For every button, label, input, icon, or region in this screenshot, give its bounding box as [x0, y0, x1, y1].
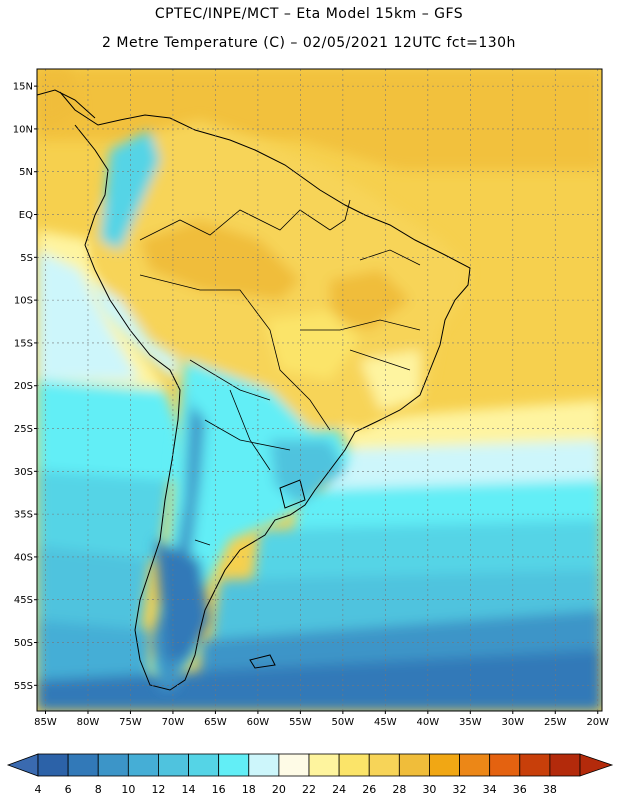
- colorbar-swatch: [519, 753, 551, 777]
- lon-tick-label: 40W: [417, 717, 440, 728]
- colorbar-under-arrow: [6, 753, 39, 777]
- pacific-cyan-band: [37, 380, 190, 480]
- northern-warm-band: [37, 69, 602, 170]
- colorbar-label: 16: [212, 783, 226, 796]
- lon-tick-label: 85W: [34, 717, 57, 728]
- map-frame: [36, 68, 603, 712]
- northern-andes-cool: [100, 130, 160, 250]
- lat-tick-label: 10N: [13, 124, 33, 135]
- colorbar-swatch: [338, 753, 370, 777]
- colorbar: 4 6 8 10 12 14 16 18 20 22 24 26 28 30 32 34 36 38: [6, 753, 614, 796]
- longitude-labels: 85W 80W 75W 70W 65W 60W 55W 50W 45W 40W 35W 30W 25W 2…: [34, 711, 609, 728]
- colorbar-label: 4: [35, 783, 42, 796]
- pacific-cool-band: [37, 250, 140, 380]
- uruguay-cool: [270, 440, 345, 505]
- colorbar-label: 18: [242, 783, 256, 796]
- lat-tick-label: 50S: [14, 638, 33, 649]
- colorbar-swatch: [158, 753, 189, 777]
- country-borders: [139, 199, 421, 546]
- lat-tick-label: 15S: [14, 338, 33, 349]
- colorbar-label: 38: [543, 783, 557, 796]
- lat-lon-grid: [37, 69, 602, 711]
- colorbar-label: 8: [95, 783, 102, 796]
- lake-outline: [279, 479, 306, 509]
- lat-tick-label: 45S: [14, 595, 33, 606]
- chart-subtitle: 2 Metre Temperature (C) – 02/05/2021 12U…: [102, 35, 516, 51]
- lon-tick-label: 75W: [119, 717, 142, 728]
- colorbar-swatch: [489, 753, 521, 777]
- amazon-hot: [140, 220, 300, 300]
- lon-tick-label: 20W: [586, 717, 609, 728]
- northeast-hot: [330, 270, 410, 330]
- lat-tick-label: EQ: [19, 210, 33, 221]
- colorbar-label: 24: [332, 783, 346, 796]
- colorbar-swatch: [188, 753, 220, 777]
- pacific-blue-band: [37, 545, 150, 640]
- lat-tick-label: 15N: [13, 82, 33, 93]
- colorbar-swatch: [368, 753, 400, 777]
- colorbar-swatch: [37, 753, 69, 777]
- continent-coastline: [59, 91, 471, 691]
- colorbar-swatch: [459, 753, 491, 777]
- lon-tick-label: 30W: [501, 717, 524, 728]
- lon-tick-label: 70W: [162, 717, 185, 728]
- colorbar-swatch: [218, 753, 250, 777]
- lat-tick-label: 10S: [14, 296, 33, 307]
- colorbar-swatch: [308, 753, 340, 777]
- lon-tick-label: 80W: [77, 717, 100, 728]
- peru-andes-pale: [90, 280, 180, 380]
- southern-deep-band: [37, 650, 602, 711]
- colorbar-over-arrow: [579, 753, 614, 777]
- lat-tick-label: 30S: [14, 467, 33, 478]
- falklands-outline: [249, 654, 276, 669]
- lon-tick-label: 55W: [289, 717, 312, 728]
- colorbar-label: 26: [362, 783, 376, 796]
- colorbar-swatch: [248, 753, 280, 777]
- lon-tick-label: 65W: [204, 717, 227, 728]
- temperature-map: 15N 10N 5N EQ 5S 10S 15S 20S 25S 30S 35S 40S 45S 50S 5…: [13, 68, 609, 728]
- colorbar-swatch: [278, 753, 310, 777]
- map-plot-area: [37, 69, 602, 711]
- colorbar-label: 6: [65, 783, 72, 796]
- lon-tick-label: 45W: [374, 717, 397, 728]
- colorbar-label: 36: [513, 783, 527, 796]
- colorbar-label: 20: [272, 783, 286, 796]
- lon-tick-label: 35W: [459, 717, 482, 728]
- colorbar-boxes: [6, 753, 614, 777]
- colorbar-labels: 4 6 8 10 12 14 16 18 20 22 24 26 28 30 32 34 36 38: [35, 783, 557, 796]
- colorbar-swatch: [398, 753, 430, 777]
- lat-tick-label: 55S: [14, 681, 33, 692]
- colorbar-swatch: [429, 753, 460, 777]
- central-warm: [265, 310, 360, 380]
- lat-tick-label: 25S: [14, 424, 33, 435]
- colorbar-label: 10: [121, 783, 135, 796]
- central-america-coastline: [37, 89, 96, 119]
- colorbar-label: 32: [453, 783, 467, 796]
- colorbar-swatch: [127, 753, 159, 777]
- lat-tick-label: 5N: [19, 167, 33, 178]
- lat-tick-label: 40S: [14, 552, 33, 563]
- colorbar-swatch: [67, 753, 99, 777]
- colorbar-swatch: [549, 753, 581, 777]
- colorbar-label: 14: [182, 783, 196, 796]
- lat-tick-label: 20S: [14, 381, 33, 392]
- pacific-teal-band: [37, 470, 170, 560]
- colorbar-label: 22: [302, 783, 316, 796]
- southeast-mild: [360, 350, 420, 410]
- colorbar-label: 34: [483, 783, 497, 796]
- latitude-labels: 15N 10N 5N EQ 5S 10S 15S 20S 25S 30S 35S 40S 45S 50S 5…: [13, 82, 37, 692]
- lat-tick-label: 35S: [14, 510, 33, 521]
- central-america-hot: [37, 69, 80, 130]
- lon-tick-label: 60W: [247, 717, 270, 728]
- colorbar-label: 28: [392, 783, 406, 796]
- colorbar-label: 30: [422, 783, 436, 796]
- lon-tick-label: 50W: [332, 717, 355, 728]
- lat-tick-label: 5S: [20, 253, 33, 264]
- chart-title: CPTEC/INPE/MCT – Eta Model 15km – GFS: [154, 6, 464, 22]
- colorbar-swatch: [97, 753, 129, 777]
- lon-tick-label: 25W: [544, 717, 567, 728]
- colorbar-label: 12: [151, 783, 165, 796]
